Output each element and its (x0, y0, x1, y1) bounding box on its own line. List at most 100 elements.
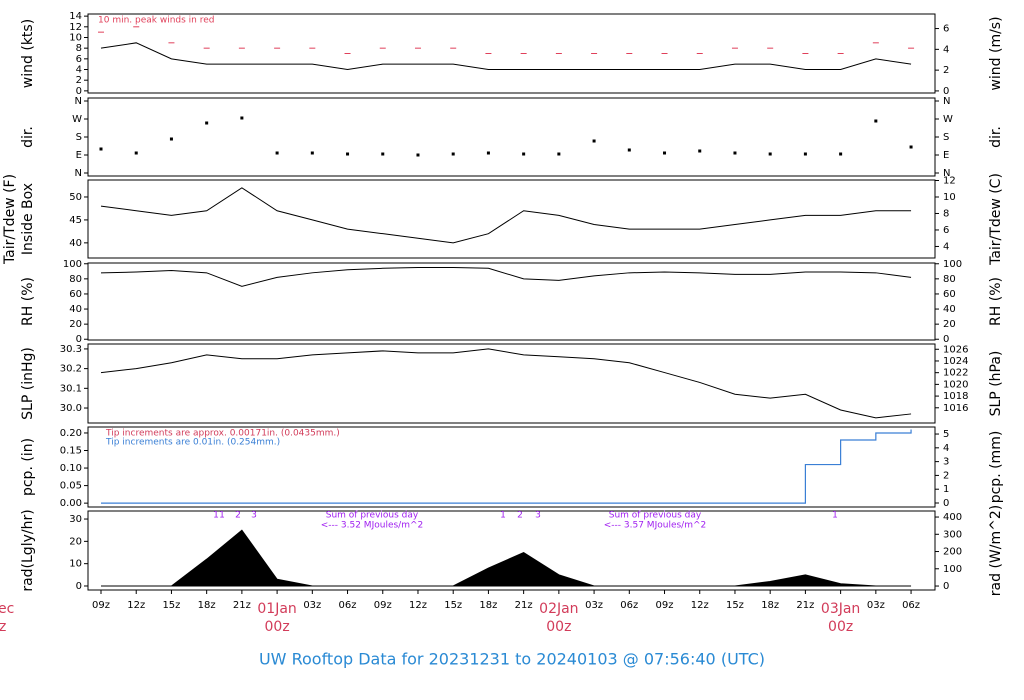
y2-tick-label: E (943, 150, 949, 161)
x-tick-label: 06z (339, 600, 357, 611)
annotation: <--- 3.57 MJoules/m^2 (604, 521, 706, 531)
y-tick-label: N (75, 96, 82, 107)
y2-axis-label: wind (m/s) (988, 16, 1004, 90)
x-tick-label: 18z (761, 600, 779, 611)
y2-tick-label: 3 (943, 457, 949, 468)
direction-point (205, 121, 209, 125)
y2-tick-label: W (943, 114, 953, 125)
series-line (100, 42, 912, 71)
x-tick-label: 12z (127, 600, 145, 611)
y2-tick-label: 5 (943, 429, 949, 440)
y2-tick-label: 100 (943, 564, 962, 575)
y2-tick-label: N (943, 96, 950, 107)
direction-point (134, 151, 138, 155)
x-tick-label: 21z (796, 600, 814, 611)
direction-point (240, 116, 244, 120)
y2-tick-label: 4 (943, 44, 949, 55)
y2-tick-label: 6 (943, 225, 949, 236)
annotation: 1 (219, 511, 225, 521)
annotation: 3 (535, 511, 541, 521)
y-tick-label: 0.00 (60, 498, 82, 509)
direction-point (698, 149, 702, 153)
y-tick-label: W (72, 114, 82, 125)
y-tick-label: S (76, 132, 82, 143)
y2-tick-label: 0 (943, 334, 949, 345)
panel-frame (87, 426, 936, 508)
x-tick-label: 03z (303, 600, 321, 611)
y-tick-label: 40 (69, 304, 82, 315)
direction-point (733, 151, 737, 155)
panel-frame (87, 510, 936, 591)
y-tick-label: 80 (69, 274, 82, 285)
y-tick-label: 10 (69, 559, 82, 570)
y-tick-label: E (76, 150, 82, 161)
annotation: 1 (213, 511, 219, 521)
direction-point (381, 152, 385, 156)
y2-tick-label: 200 (943, 547, 962, 558)
y2-tick-label: 0 (943, 581, 949, 592)
x-tick-label: 18z (479, 600, 497, 611)
x-tick-label: 09z (656, 600, 674, 611)
y2-tick-label: 10 (943, 192, 956, 203)
x-tick-label: 12z (691, 600, 709, 611)
y2-tick-label: S (943, 132, 949, 143)
y-tick-label: 30.1 (60, 383, 82, 394)
annotation: 2 (235, 511, 241, 521)
y-tick-label: 20 (69, 319, 82, 330)
x-tick-label: 09z (374, 600, 392, 611)
y2-tick-label: 100 (943, 259, 962, 270)
y2-axis-label: dir. (988, 126, 1004, 148)
direction-point (99, 147, 103, 151)
annotation: Tip increments are approx. 0.00171in. (0… (105, 429, 340, 439)
annotation: Sum of previous day (609, 511, 702, 521)
direction-point (803, 152, 807, 156)
direction-point (592, 139, 596, 143)
footer-title: UW Rooftop Data for 20231231 to 20240103… (259, 650, 765, 669)
y2-axis-label: Tair/Tdew (C) (988, 173, 1004, 266)
series-line (100, 187, 912, 244)
y2-tick-label: 1016 (943, 403, 968, 414)
y2-tick-label: 4 (943, 241, 949, 252)
y2-tick-label: 1022 (943, 368, 968, 379)
x-date-label: 03Jan (821, 601, 860, 617)
x-tick-label: 03z (867, 600, 885, 611)
cut-date-label: ec (0, 601, 14, 617)
x-tick-label: 03z (585, 600, 603, 611)
direction-point (346, 152, 350, 156)
y-tick-label: 40 (69, 238, 82, 249)
series-line (100, 267, 912, 287)
y2-tick-label: 40 (943, 304, 956, 315)
x-date-label: 02Jan (539, 601, 578, 617)
x-tick-label: 06z (620, 600, 638, 611)
direction-point (627, 148, 631, 152)
y2-tick-label: 0 (943, 86, 949, 97)
x-tick-label: 18z (198, 600, 216, 611)
direction-point (310, 151, 314, 155)
panel-frame (87, 13, 936, 94)
panel-frame (87, 179, 936, 259)
x-tick-label: 15z (162, 600, 180, 611)
x-tick-label: 15z (444, 600, 462, 611)
cut-date-label: z (0, 619, 6, 635)
y2-tick-label: 6 (943, 24, 949, 35)
x-date-hour-label: 00z (828, 619, 853, 635)
direction-point (169, 137, 173, 141)
y-axis-label: wind (kts) (20, 19, 36, 88)
y-axis-label: SLP (inHg) (20, 347, 36, 420)
annotation: <--- 3.52 MJoules/m^2 (321, 521, 423, 531)
y2-tick-label: 1018 (943, 391, 968, 402)
y-tick-label: 30.2 (60, 364, 82, 375)
y-tick-label: 0.15 (60, 446, 82, 457)
y-axis-sublabel: Inside Box (20, 183, 36, 255)
annotation: 2 (517, 511, 523, 521)
y2-axis-label: pcp. (mm) (988, 431, 1004, 504)
y-tick-label: 0.20 (60, 428, 82, 439)
x-tick-label: 15z (726, 600, 744, 611)
y-tick-label: 100 (63, 259, 82, 270)
y2-axis-label: rad (W/m^2) (988, 505, 1004, 596)
direction-point (486, 151, 490, 155)
x-date-label: 01Jan (257, 601, 296, 617)
y-tick-label: 30.3 (60, 344, 82, 355)
y-tick-label: 45 (69, 215, 82, 226)
